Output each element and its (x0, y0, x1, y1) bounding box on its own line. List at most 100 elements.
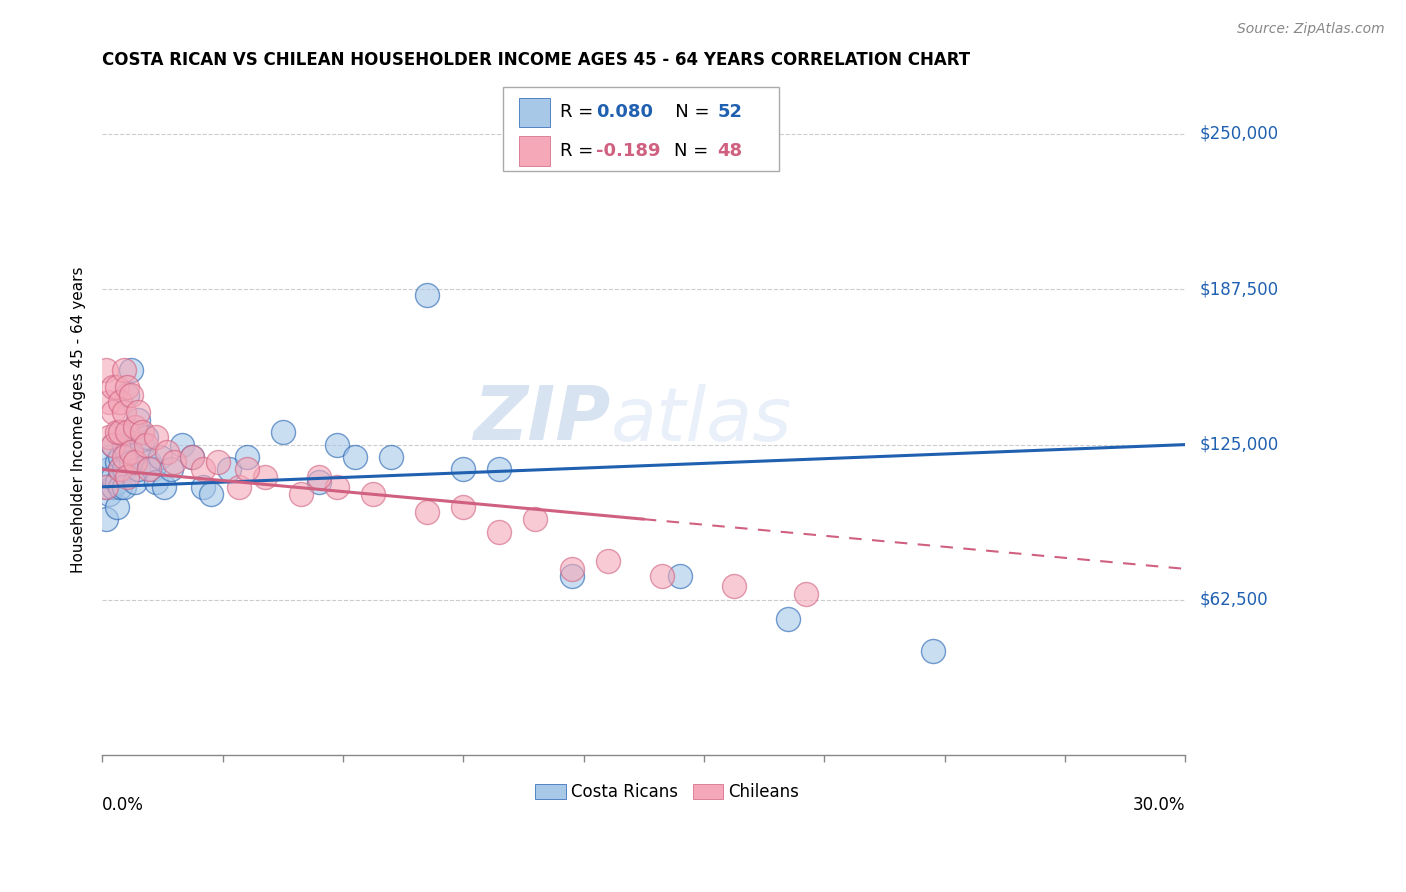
Point (117, 388, 139, 402)
Point (596, 554, 619, 568)
Point (110, 425, 132, 439)
FancyBboxPatch shape (536, 784, 565, 799)
Point (235, 462, 257, 476)
Point (117, 425, 139, 439)
Point (105, 500, 128, 514)
Point (308, 470, 330, 484)
Point (416, 505, 439, 519)
Point (98, 450, 121, 464)
Point (181, 450, 204, 464)
Point (794, 587, 817, 601)
Point (101, 480, 124, 494)
Point (228, 480, 250, 494)
Point (290, 487, 312, 501)
Point (156, 445, 179, 459)
Point (361, 487, 384, 501)
FancyBboxPatch shape (519, 98, 550, 128)
Point (120, 455, 142, 469)
Point (651, 569, 673, 583)
Point (124, 425, 146, 439)
Text: R =: R = (561, 103, 599, 121)
Text: N =: N = (673, 142, 714, 160)
Point (723, 579, 745, 593)
Point (105, 475, 128, 489)
Point (138, 455, 160, 469)
Text: Source: ZipAtlas.com: Source: ZipAtlas.com (1237, 22, 1385, 37)
FancyBboxPatch shape (503, 87, 779, 171)
Text: $62,500: $62,500 (1199, 591, 1268, 609)
Point (135, 430, 157, 444)
Text: Chileans: Chileans (728, 782, 799, 801)
Point (127, 462, 149, 476)
Point (778, 612, 800, 626)
Point (135, 437, 157, 451)
Text: $187,500: $187,500 (1199, 280, 1278, 298)
Point (271, 425, 294, 439)
Point (193, 480, 215, 494)
Point (451, 500, 474, 514)
Point (253, 470, 276, 484)
Text: $250,000: $250,000 (1199, 125, 1278, 143)
Point (142, 462, 165, 476)
Point (105, 425, 128, 439)
Point (159, 462, 181, 476)
Point (112, 450, 135, 464)
Text: N =: N = (658, 103, 716, 121)
FancyBboxPatch shape (519, 136, 550, 166)
Point (120, 445, 142, 459)
Point (124, 455, 146, 469)
Text: 52: 52 (717, 103, 742, 121)
Point (112, 363, 135, 377)
Point (416, 288, 439, 302)
Point (326, 480, 349, 494)
Point (163, 455, 186, 469)
Point (98, 462, 121, 476)
Point (117, 445, 139, 459)
Point (105, 380, 128, 394)
Point (561, 569, 583, 583)
Point (343, 450, 366, 464)
Point (451, 462, 474, 476)
Text: 0.080: 0.080 (596, 103, 654, 121)
Point (98, 395, 121, 409)
Point (101, 380, 124, 394)
Point (110, 462, 132, 476)
Point (112, 480, 135, 494)
Y-axis label: Householder Income Ages 45 - 64 years: Householder Income Ages 45 - 64 years (72, 267, 86, 573)
Point (110, 395, 132, 409)
Point (131, 425, 153, 439)
Point (112, 405, 135, 419)
Point (105, 455, 128, 469)
Point (112, 462, 135, 476)
Text: 30.0%: 30.0% (1133, 796, 1185, 814)
Text: -0.189: -0.189 (596, 142, 661, 160)
Point (94, 480, 117, 494)
Point (145, 430, 167, 444)
Text: COSTA RICAN VS CHILEAN HOUSEHOLDER INCOME AGES 45 - 64 YEARS CORRELATION CHART: COSTA RICAN VS CHILEAN HOUSEHOLDER INCOM… (103, 51, 970, 69)
Point (110, 450, 132, 464)
Point (200, 487, 222, 501)
Point (127, 405, 149, 419)
Point (138, 462, 160, 476)
Point (524, 512, 547, 526)
Point (921, 644, 943, 658)
Point (101, 405, 124, 419)
Point (110, 462, 132, 476)
Point (112, 437, 135, 451)
Point (149, 450, 172, 464)
Point (207, 455, 229, 469)
Point (152, 480, 174, 494)
Point (110, 480, 132, 494)
Point (218, 462, 240, 476)
Text: 0.0%: 0.0% (103, 796, 143, 814)
Point (235, 450, 257, 464)
Point (98, 487, 121, 501)
Text: atlas: atlas (612, 384, 793, 456)
Text: R =: R = (561, 142, 599, 160)
Point (94, 363, 117, 377)
Point (145, 475, 167, 489)
Point (124, 475, 146, 489)
Point (488, 524, 510, 539)
Point (193, 462, 215, 476)
Point (561, 562, 583, 576)
